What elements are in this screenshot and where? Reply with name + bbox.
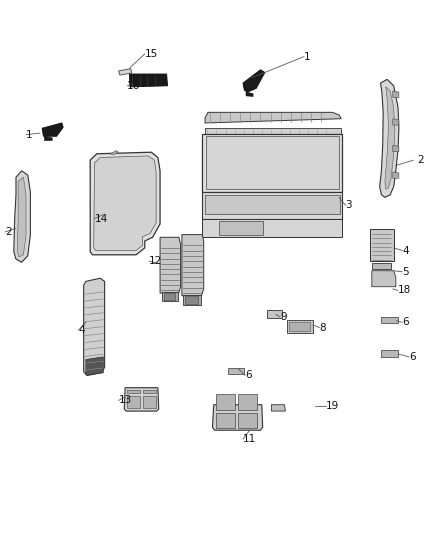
Text: 1: 1 — [26, 130, 33, 140]
Polygon shape — [124, 387, 159, 411]
Polygon shape — [164, 293, 175, 300]
Polygon shape — [119, 69, 132, 75]
Text: 12: 12 — [149, 256, 162, 266]
Polygon shape — [370, 229, 394, 261]
Text: 13: 13 — [119, 395, 132, 406]
Polygon shape — [183, 295, 201, 305]
Polygon shape — [238, 413, 257, 427]
Polygon shape — [267, 310, 283, 318]
Polygon shape — [202, 219, 342, 237]
Text: 8: 8 — [319, 322, 326, 333]
Polygon shape — [162, 292, 177, 301]
Text: 1: 1 — [304, 52, 311, 61]
Polygon shape — [205, 112, 341, 123]
Polygon shape — [90, 152, 160, 255]
Polygon shape — [202, 134, 342, 192]
Polygon shape — [287, 320, 313, 333]
Text: 3: 3 — [346, 200, 352, 211]
Polygon shape — [127, 396, 141, 408]
Polygon shape — [393, 119, 399, 125]
Polygon shape — [42, 123, 63, 136]
Polygon shape — [110, 151, 119, 155]
Polygon shape — [272, 405, 286, 411]
Polygon shape — [219, 221, 263, 235]
Text: 4: 4 — [78, 325, 85, 335]
Polygon shape — [372, 271, 396, 287]
Text: 5: 5 — [403, 267, 409, 277]
Polygon shape — [143, 396, 156, 408]
Polygon shape — [206, 136, 339, 189]
Polygon shape — [216, 394, 235, 410]
Text: 15: 15 — [145, 49, 158, 59]
Polygon shape — [393, 91, 399, 98]
Polygon shape — [381, 317, 398, 324]
Polygon shape — [44, 136, 52, 141]
Polygon shape — [94, 156, 156, 251]
Polygon shape — [216, 413, 235, 427]
Text: 11: 11 — [243, 434, 256, 445]
Text: 9: 9 — [280, 312, 287, 322]
Polygon shape — [182, 235, 204, 296]
Polygon shape — [372, 263, 391, 269]
Polygon shape — [228, 368, 244, 374]
Polygon shape — [385, 87, 395, 189]
Text: 19: 19 — [326, 401, 339, 411]
Text: 14: 14 — [95, 214, 108, 224]
Text: 6: 6 — [409, 352, 416, 362]
Polygon shape — [185, 296, 198, 304]
Polygon shape — [127, 390, 141, 393]
Polygon shape — [84, 278, 105, 375]
Polygon shape — [393, 146, 399, 152]
Polygon shape — [143, 390, 156, 393]
Text: 2: 2 — [5, 227, 12, 237]
Text: 18: 18 — [398, 286, 411, 295]
Text: 2: 2 — [418, 155, 424, 165]
Polygon shape — [17, 177, 26, 257]
Polygon shape — [205, 195, 339, 214]
Text: 16: 16 — [127, 81, 141, 91]
Polygon shape — [238, 394, 257, 410]
Polygon shape — [381, 351, 398, 357]
Polygon shape — [243, 70, 265, 92]
Polygon shape — [160, 237, 180, 293]
Polygon shape — [212, 405, 263, 430]
Polygon shape — [380, 79, 399, 197]
Polygon shape — [130, 74, 167, 87]
Polygon shape — [14, 171, 30, 262]
Polygon shape — [289, 322, 310, 332]
Text: 6: 6 — [403, 317, 409, 327]
Polygon shape — [202, 192, 342, 219]
Polygon shape — [393, 172, 399, 178]
Text: 6: 6 — [245, 370, 252, 381]
Polygon shape — [205, 128, 341, 134]
Text: 4: 4 — [403, 246, 409, 255]
Polygon shape — [246, 92, 253, 96]
Polygon shape — [86, 357, 103, 375]
